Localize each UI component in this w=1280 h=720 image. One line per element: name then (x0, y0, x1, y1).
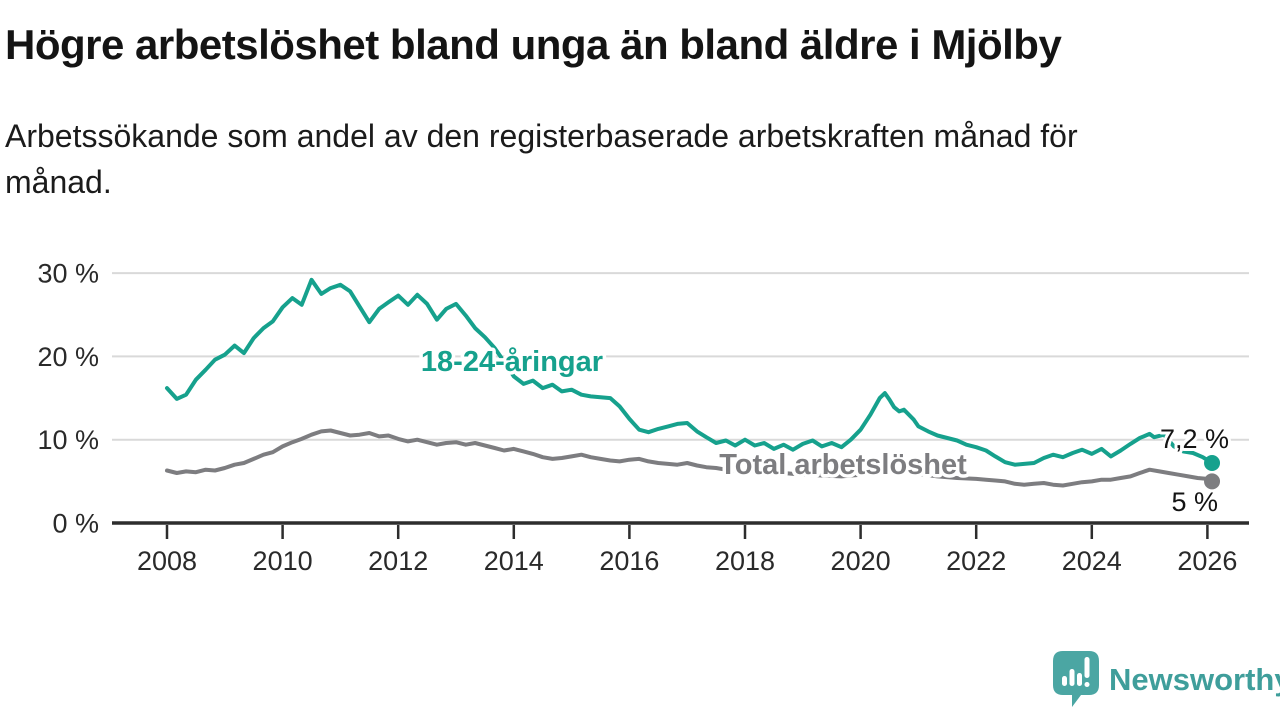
data-lines (165, 277, 1214, 488)
x-tick-label-2022: 2022 (946, 546, 1006, 576)
y-tick-label-10: 10 % (37, 425, 99, 455)
end-point-dots (1204, 455, 1221, 490)
x-tick-label-2020: 2020 (831, 546, 891, 576)
x-tick-label-2010: 2010 (253, 546, 313, 576)
series-label-youth: 18-24-åringar (421, 346, 603, 378)
series-label-total: Total arbetslöshet (719, 449, 967, 481)
x-axis: 2008 2010 2012 2014 2016 2018 2020 2022 2024 2026 (112, 521, 1249, 576)
newsworthy-bubble-icon (1053, 651, 1099, 707)
end-dot-youth (1204, 455, 1221, 472)
end-label-youth: 7,2 % (1160, 424, 1229, 454)
x-tick-label-2008: 2008 (137, 546, 197, 576)
series-labels: Total arbetslöshet 18-24-åringar (417, 343, 970, 485)
y-tick-label-30: 30 % (37, 259, 99, 289)
x-tick-label-2016: 2016 (599, 546, 659, 576)
gridlines: 0 % 10 % 20 % 30 % (37, 259, 1249, 539)
y-tick-label-0: 0 % (52, 509, 99, 539)
chart-title: Högre arbetslöshet bland unga än bland ä… (5, 21, 1062, 68)
newsworthy-logo-text: Newsworthy (1109, 661, 1280, 697)
end-dot-total (1204, 473, 1221, 490)
x-tick-label-2012: 2012 (368, 546, 428, 576)
x-tick-label-2018: 2018 (715, 546, 775, 576)
x-tick-label-2026: 2026 (1177, 546, 1237, 576)
line-youth (165, 277, 1214, 467)
end-label-total: 5 % (1171, 487, 1218, 517)
y-tick-label-20: 20 % (37, 342, 99, 372)
newsworthy-logo: Newsworthy (1052, 650, 1280, 708)
line-total (165, 428, 1214, 488)
end-value-labels: 5 % 7,2 % (1157, 421, 1232, 520)
x-tick-label-2014: 2014 (484, 546, 544, 576)
x-tick-label-2024: 2024 (1062, 546, 1122, 576)
logo-bubble-shape (1053, 651, 1099, 707)
chart-subtitle: Arbetssökande som andel av den registerb… (5, 118, 1078, 200)
